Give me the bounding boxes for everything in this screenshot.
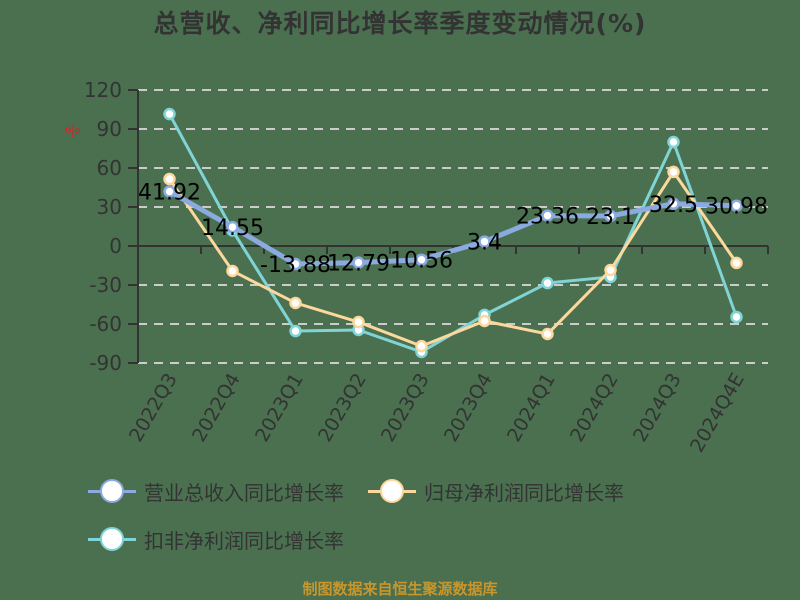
- data-point-marker: [163, 185, 176, 198]
- x-tick-label: 2023Q2: [314, 370, 371, 446]
- data-point-marker: [604, 263, 617, 277]
- legend-label: 归母净利润同比增长率: [424, 480, 624, 505]
- data-label: 30.98: [705, 195, 768, 220]
- data-point-marker: [478, 235, 491, 248]
- y-tick-label: 90: [97, 117, 122, 141]
- x-tick-label: 2024Q3: [629, 370, 686, 446]
- y-tick-label: 120: [84, 78, 122, 102]
- series-lines: [163, 107, 743, 359]
- y-tick-label: 0: [109, 234, 122, 258]
- data-point-marker: [289, 257, 302, 271]
- legend-item-revenue-growth[interactable]: 营业总收入同比增长率: [88, 476, 344, 506]
- data-point-marker: [730, 199, 743, 212]
- grid-lines: [138, 89, 768, 364]
- data-label: 10.56: [390, 249, 453, 274]
- data-point-marker: [667, 197, 680, 210]
- legend-label: 扣非净利润同比增长率: [144, 528, 344, 553]
- data-point-marker: [667, 165, 680, 179]
- data-point-marker: [604, 209, 617, 223]
- y-tick-label: 60: [97, 156, 122, 180]
- legend-item-parent-net-profit-growth[interactable]: 归母净利润同比增长率: [368, 476, 624, 506]
- x-tick-label: 2023Q3: [377, 370, 434, 446]
- y-tick-label: -60: [89, 312, 122, 336]
- x-tick-label: 2024Q1: [503, 370, 560, 446]
- data-point-marker: [541, 209, 554, 222]
- data-point-marker: [352, 256, 365, 269]
- data-point-marker: [289, 324, 302, 338]
- data-point-marker: [541, 276, 554, 290]
- legend-label: 营业总收入同比增长率: [144, 480, 344, 505]
- y-axis: 120 90 60 30 0 -30 -60 -90: [84, 78, 139, 375]
- data-point-marker: [415, 253, 428, 266]
- x-tick-label: 2022Q4: [188, 370, 245, 446]
- y-tick-label: -90: [89, 351, 122, 375]
- data-point-marker: [730, 256, 743, 270]
- x-tick-label: 2024Q2: [566, 370, 623, 446]
- x-tick-label: 2024Q4E: [686, 370, 749, 457]
- series-line: [168, 170, 738, 348]
- data-point-marker: [163, 172, 176, 186]
- x-tick-label: 2023Q4: [440, 370, 497, 446]
- data-point-marker: [352, 315, 365, 329]
- data-label: 23.1: [586, 205, 635, 230]
- x-tick-label: 2022Q3: [125, 370, 182, 446]
- data-point-marker: [541, 327, 554, 341]
- data-label: 32.5: [649, 193, 698, 218]
- data-source-footer: 制图数据来自恒生聚源数据库: [302, 580, 498, 598]
- legend: 营业总收入同比增长率 归母净利润同比增长率 扣非净利润同比增长率: [88, 476, 768, 554]
- data-point-marker: [226, 264, 239, 278]
- series-line: [168, 189, 737, 267]
- data-point-marker: [667, 135, 680, 149]
- data-point-marker: [163, 107, 176, 121]
- data-label: -13.88: [260, 253, 331, 278]
- data-point-marker: [226, 220, 239, 234]
- legend-item-deducted-net-profit-growth[interactable]: 扣非净利润同比增长率: [88, 524, 344, 554]
- data-label: 23.36: [516, 205, 579, 230]
- data-label: 14.55: [201, 216, 264, 241]
- y-tick-label: -30: [89, 273, 122, 297]
- data-point-marker: [415, 339, 428, 353]
- data-point-marker: [478, 314, 491, 328]
- data-label: 3.4: [467, 231, 502, 256]
- legend-marker-icon: [88, 476, 136, 506]
- x-axis: 2022Q3 2022Q4 2023Q1 2023Q2 2023Q3 2023Q4 2024…: [125, 245, 769, 457]
- data-point-marker: [289, 296, 302, 310]
- y-tick-label: 30: [97, 195, 122, 219]
- data-label: 12.79: [327, 252, 390, 277]
- x-tick-label: 2023Q1: [251, 370, 308, 446]
- legend-marker-icon: [368, 476, 416, 506]
- chart-title: 总营收、净利同比增长率季度变动情况(%): [153, 9, 647, 38]
- legend-marker-icon: [88, 524, 136, 554]
- data-point-marker: [730, 310, 743, 324]
- data-label: 41.92: [138, 181, 201, 206]
